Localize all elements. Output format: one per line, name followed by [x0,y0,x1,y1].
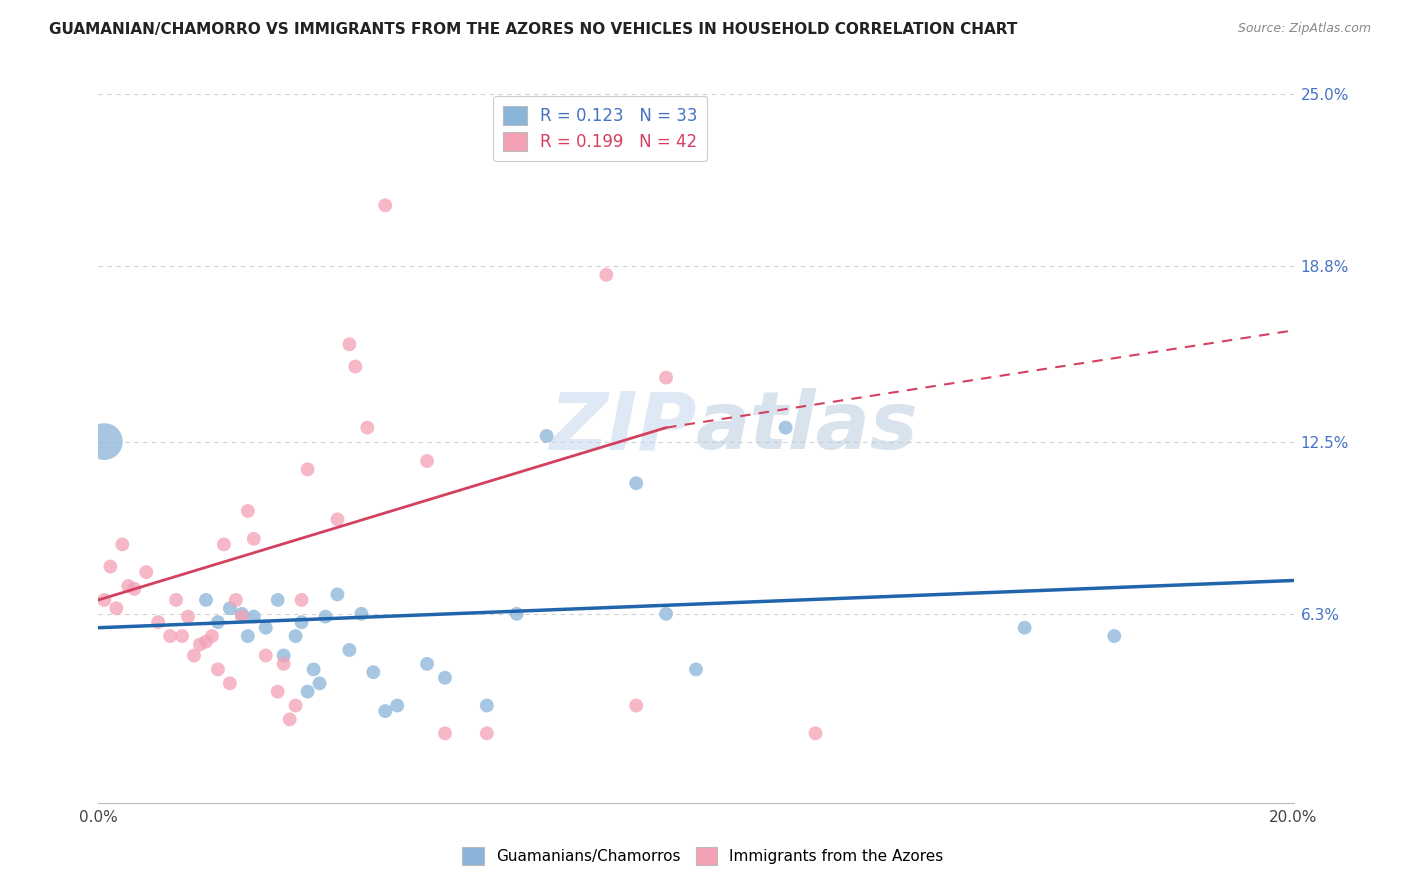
Point [775,420,797,434]
Point [1014,621,1036,635]
Point [201,629,224,643]
Point [188,637,211,651]
Point [111,537,134,551]
Point [308,676,330,690]
Point [297,462,319,476]
Point [626,698,648,713]
Point [284,698,307,713]
Point [236,504,259,518]
Point [434,726,457,740]
Point [148,615,170,630]
Point [117,579,139,593]
Point [273,657,295,671]
Point [626,476,648,491]
Legend: Guamanians/Chamorros, Immigrants from the Azores: Guamanians/Chamorros, Immigrants from th… [457,841,949,871]
Point [1104,629,1126,643]
Point [93,593,115,607]
Point [416,454,439,468]
Point [236,629,259,643]
Point [284,629,307,643]
Point [135,565,157,579]
Point [536,429,558,443]
Point [291,593,314,607]
Point [195,634,218,648]
Point [655,607,678,621]
Point [475,726,498,740]
Text: GUAMANIAN/CHAMORRO VS IMMIGRANTS FROM THE AZORES NO VEHICLES IN HOUSEHOLD CORREL: GUAMANIAN/CHAMORRO VS IMMIGRANTS FROM TH… [49,22,1018,37]
Point [506,607,529,621]
Point [339,337,361,351]
Point [326,587,349,601]
Point [231,609,253,624]
Point [267,593,290,607]
Point [231,607,253,621]
Point [475,698,498,713]
Text: Source: ZipAtlas.com: Source: ZipAtlas.com [1237,22,1371,36]
Point [374,704,396,718]
Point [177,609,200,624]
Point [159,629,181,643]
Point [273,648,295,663]
Point [212,537,235,551]
Point [356,420,378,434]
Point [172,629,194,643]
Point [297,684,319,698]
Point [804,726,827,740]
Text: atlas: atlas [696,388,918,467]
Point [344,359,367,374]
Point [267,684,290,698]
Point [124,582,146,596]
Point [385,698,409,713]
Point [302,662,325,676]
Point [254,621,277,635]
Point [291,615,314,630]
Point [207,615,229,630]
Point [655,370,678,384]
Point [434,671,457,685]
Point [243,532,266,546]
Point [315,609,337,624]
Point [685,662,707,676]
Point [207,662,229,676]
Point [339,643,361,657]
Point [219,676,242,690]
Point [195,593,218,607]
Point [254,648,277,663]
Point [416,657,439,671]
Text: ZIP: ZIP [548,388,696,467]
Point [93,434,115,449]
Point [243,609,266,624]
Point [219,601,242,615]
Point [595,268,617,282]
Point [165,593,187,607]
Point [374,198,396,212]
Point [105,601,128,615]
Point [363,665,385,680]
Legend: R = 0.123   N = 33, R = 0.199   N = 42: R = 0.123 N = 33, R = 0.199 N = 42 [494,95,707,161]
Point [326,512,349,526]
Point [183,648,205,663]
Point [350,607,373,621]
Point [278,713,301,727]
Point [225,593,247,607]
Point [98,559,122,574]
